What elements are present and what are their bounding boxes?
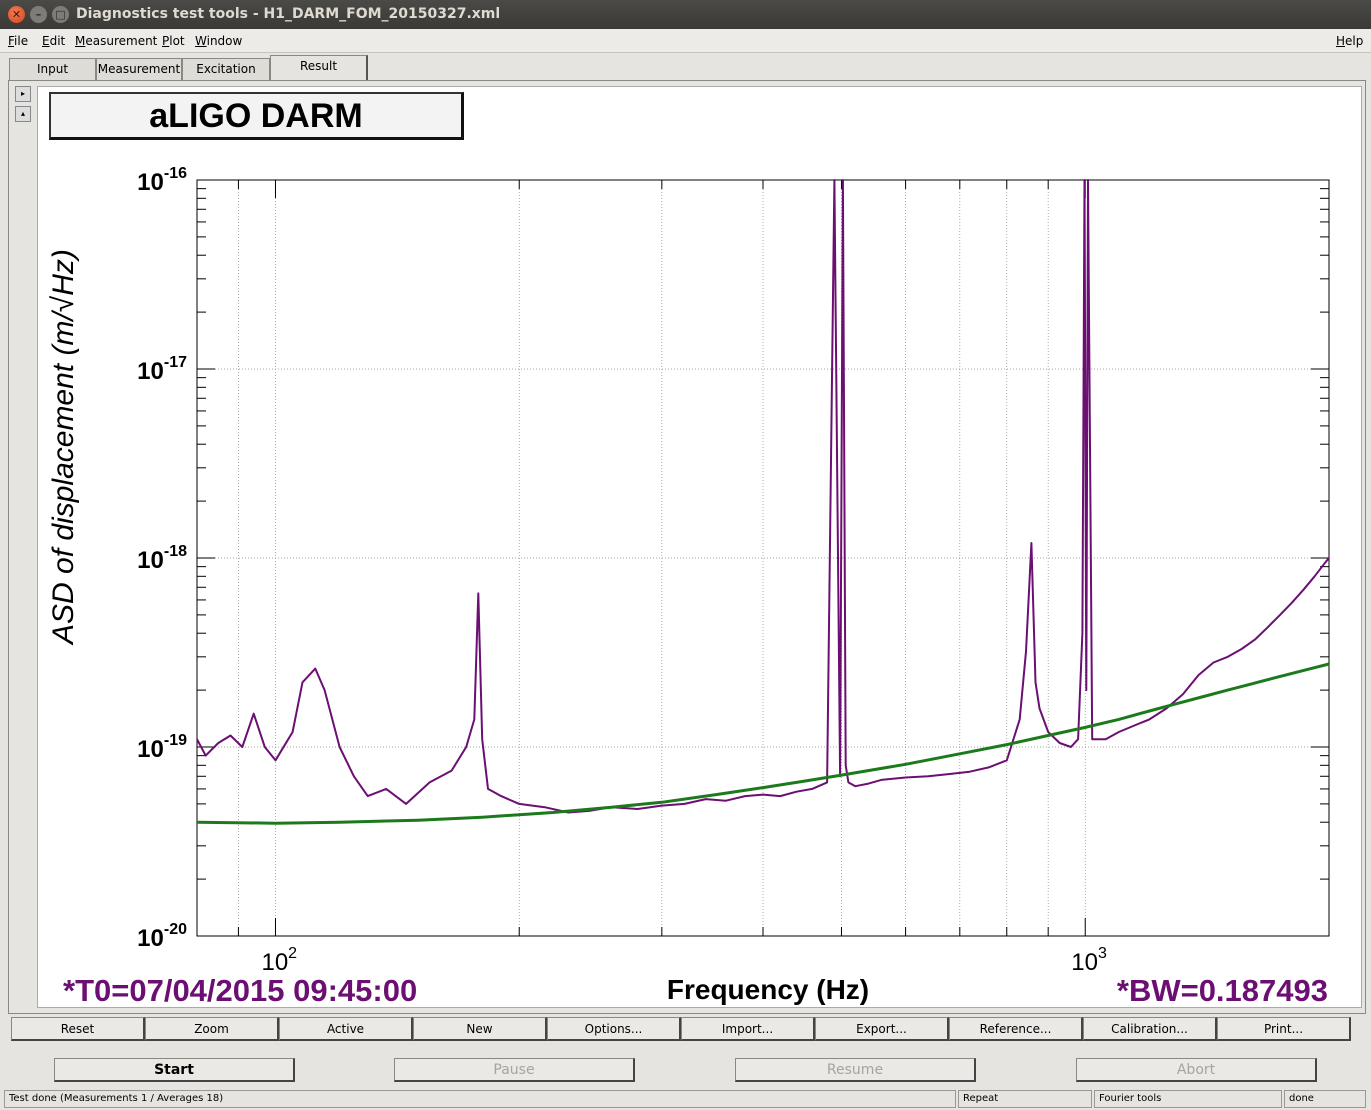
minimize-icon[interactable]: – — [30, 6, 47, 23]
print-button[interactable]: Print... — [1217, 1017, 1351, 1041]
menu-measurement[interactable]: Measurement — [75, 34, 158, 48]
y-tick-label: 10-19 — [137, 732, 187, 763]
reference-trace — [196, 662, 1330, 825]
x-tick-label: 102 — [261, 945, 297, 976]
expand-up-icon[interactable]: ▴ — [15, 106, 31, 122]
y-tick-label: 10-18 — [137, 543, 187, 574]
zoom-button[interactable]: Zoom — [145, 1017, 279, 1041]
plot-title: aLIGO DARM — [49, 92, 464, 140]
close-icon[interactable]: ✕ — [8, 6, 25, 23]
tab-measurement[interactable]: Measurement — [96, 58, 182, 80]
y-tick-label: 10-17 — [137, 354, 187, 385]
expand-right-icon[interactable]: ▸ — [15, 86, 31, 102]
options-button[interactable]: Options... — [547, 1017, 681, 1041]
abort-button[interactable]: Abort — [1076, 1058, 1317, 1082]
status-state: done — [1284, 1090, 1366, 1108]
new-button[interactable]: New — [413, 1017, 547, 1041]
reference-button[interactable]: Reference... — [949, 1017, 1083, 1041]
menu-help[interactable]: Help — [1336, 34, 1364, 48]
status-repeat: Repeat — [958, 1090, 1092, 1108]
x-tick-label: 103 — [1071, 945, 1107, 976]
chart-ticks: 10-16 10-17 10-18 10-19 10-20 102 103 — [137, 165, 1329, 976]
t0-label: *T0=07/04/2015 09:45:00 — [63, 973, 417, 1008]
menu-file[interactable]: File — [8, 34, 29, 48]
x-axis-label: Frequency (Hz) — [667, 974, 869, 1005]
chart-series — [196, 179, 1330, 825]
reset-button[interactable]: Reset — [11, 1017, 145, 1041]
menu-plot[interactable]: Plot — [162, 34, 185, 48]
import-button[interactable]: Import... — [681, 1017, 815, 1041]
plot-canvas[interactable]: aLIGO DARM 10-16 10-17 10-18 10-19 10-20 102 1… — [37, 86, 1362, 1008]
window-titlebar: ✕ – □ Diagnostics test tools - H1_DARM_F… — [0, 0, 1371, 29]
resume-button[interactable]: Resume — [735, 1058, 976, 1082]
tab-bar: Input Measurement Excitation Result — [0, 54, 1371, 80]
y-axis-label: ASD of displacement (m/√Hz) — [47, 249, 80, 646]
asd-trace — [196, 179, 1330, 814]
menubar: File Edit Measurement Plot Window Help — [0, 29, 1371, 53]
y-tick-label: 10-20 — [137, 921, 187, 952]
bw-label: *BW=0.187493 — [1117, 973, 1328, 1008]
y-tick-label: 10-16 — [137, 165, 187, 196]
window-title: Diagnostics test tools - H1_DARM_FOM_201… — [76, 6, 501, 22]
active-button[interactable]: Active — [279, 1017, 413, 1041]
asd-chart[interactable]: 10-16 10-17 10-18 10-19 10-20 102 103 ASD of d… — [38, 87, 1363, 1009]
statusbar: Test done (Measurements 1 / Averages 18)… — [0, 1088, 1371, 1110]
calibration-button[interactable]: Calibration... — [1083, 1017, 1217, 1041]
menu-window[interactable]: Window — [195, 34, 243, 48]
result-panel — [8, 80, 1366, 1014]
tab-input[interactable]: Input — [9, 58, 96, 80]
status-tool: Fourier tools — [1094, 1090, 1282, 1108]
export-button[interactable]: Export... — [815, 1017, 949, 1041]
status-message: Test done (Measurements 1 / Averages 18) — [4, 1090, 956, 1108]
start-button[interactable]: Start — [54, 1058, 295, 1082]
tab-result[interactable]: Result — [270, 55, 368, 80]
pause-button[interactable]: Pause — [394, 1058, 635, 1082]
maximize-icon[interactable]: □ — [52, 6, 69, 23]
tab-excitation[interactable]: Excitation — [182, 58, 270, 80]
menu-edit[interactable]: Edit — [42, 34, 66, 48]
